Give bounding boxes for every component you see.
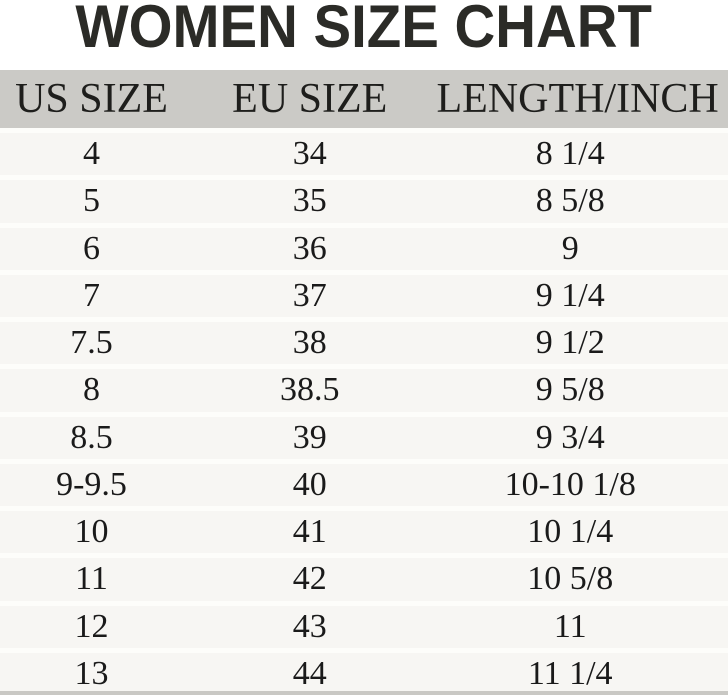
size-table: US SIZE EU SIZE LENGTH/INCH 4 34 8 1/4 5 35 8… [0, 70, 728, 695]
table-cell: 9 [561, 229, 579, 267]
table-cell: 11 [553, 607, 587, 645]
table-row: 12 43 11 [0, 600, 728, 648]
table-cell: 8.5 [70, 418, 113, 456]
table-row: 11 42 10 5/8 [0, 553, 728, 601]
page-title: WOMEN SIZE CHART [75, 0, 653, 60]
table-cell: 13 [74, 654, 109, 692]
table-cell: 4 [83, 135, 101, 173]
table-cell: 35 [292, 182, 327, 220]
column-header-eu-size: EU SIZE [232, 76, 388, 122]
table-row: 13 44 11 1/4 [0, 647, 728, 695]
table-cell: 5 [83, 182, 101, 220]
table-cell: 9 1/4 [535, 276, 605, 314]
table-cell: 7.5 [70, 324, 113, 362]
table-cell: 7 [83, 276, 101, 314]
table-cell: 42 [292, 560, 327, 598]
table-row: 9-9.5 40 10-10 1/8 [0, 458, 728, 506]
table-row: 7 37 9 1/4 [0, 269, 728, 317]
column-header-length-inch: LENGTH/INCH [436, 76, 719, 122]
table-cell: 10 [74, 513, 109, 551]
table-cell: 36 [292, 229, 327, 267]
table-cell: 37 [292, 276, 327, 314]
table-row: 8.5 39 9 3/4 [0, 411, 728, 459]
table-cell: 8 [83, 371, 101, 409]
table-cell: 43 [292, 607, 327, 645]
table-cell: 9 5/8 [535, 371, 605, 409]
table-row: 4 34 8 1/4 [0, 128, 728, 176]
table-cell: 10-10 1/8 [504, 465, 636, 503]
table-row: 5 35 8 5/8 [0, 175, 728, 223]
table-header-row: US SIZE EU SIZE LENGTH/INCH [0, 70, 728, 128]
table-row: 6 36 9 [0, 222, 728, 270]
table-row: 7.5 38 9 1/2 [0, 317, 728, 365]
table-cell: 9-9.5 [56, 465, 127, 503]
title-bar: WOMEN SIZE CHART [0, 0, 728, 70]
table-cell: 10 5/8 [527, 560, 614, 598]
table-body: 4 34 8 1/4 5 35 8 5/8 6 36 9 7 37 9 1/4 7.5 38 9 1/2 8 3… [0, 128, 728, 695]
table-cell: 40 [292, 465, 327, 503]
table-cell: 11 [75, 560, 108, 598]
column-header-us-size: US SIZE [15, 76, 168, 122]
table-row: 8 38.5 9 5/8 [0, 364, 728, 412]
table-cell: 12 [74, 607, 109, 645]
table-cell: 38.5 [280, 371, 340, 409]
table-cell: 34 [292, 135, 327, 173]
bottom-divider [0, 691, 728, 695]
table-cell: 6 [83, 229, 101, 267]
table-cell: 10 1/4 [527, 513, 614, 551]
table-cell: 11 1/4 [527, 654, 613, 692]
table-cell: 41 [292, 513, 327, 551]
table-cell: 8 5/8 [535, 182, 605, 220]
table-row: 10 41 10 1/4 [0, 506, 728, 554]
table-cell: 9 3/4 [535, 418, 605, 456]
table-cell: 44 [292, 654, 327, 692]
table-cell: 39 [292, 418, 327, 456]
table-cell: 38 [292, 324, 327, 362]
table-cell: 9 1/2 [535, 324, 605, 362]
table-cell: 8 1/4 [535, 135, 605, 173]
